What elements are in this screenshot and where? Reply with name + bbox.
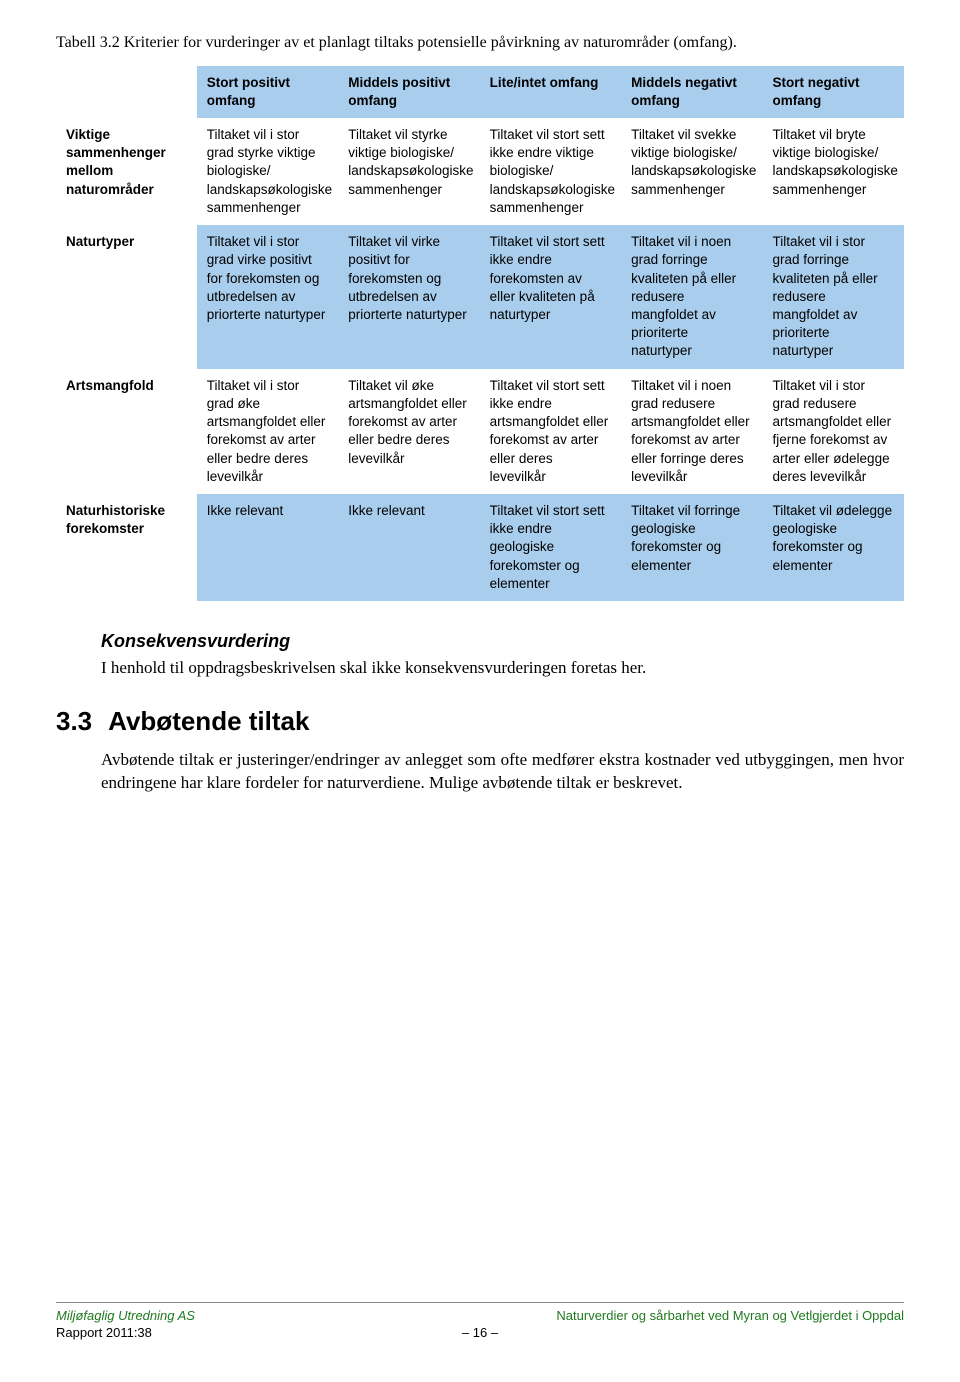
table-cell: Tiltaket vil svekke viktige biologiske/ … xyxy=(621,118,762,225)
table-cell: Tiltaket vil stort sett ikke endre geolo… xyxy=(480,494,621,601)
table-cell: Tiltaket vil i noen grad redusere artsma… xyxy=(621,369,762,494)
table-cell: Tiltaket vil i stor grad øke artsmangfol… xyxy=(197,369,338,494)
section-3-3-text: Avbøtende tiltak er justeringer/endringe… xyxy=(101,749,904,795)
header-col-2: Middels positivt omfang xyxy=(338,66,479,118)
header-col-1: Stort positivt omfang xyxy=(197,66,338,118)
table-cell: Tiltaket vil virke positivt for forekoms… xyxy=(338,225,479,369)
section-3-3-heading: 3.3 Avbøtende tiltak xyxy=(56,704,904,739)
page-footer: Miljøfaglig Utredning AS Naturverdier og… xyxy=(0,1302,960,1342)
row-head: Naturtyper xyxy=(56,225,197,369)
konsekvens-text: I henhold til oppdragsbeskrivelsen skal … xyxy=(101,657,904,680)
table-cell: Tiltaket vil i stor grad styrke viktige … xyxy=(197,118,338,225)
table-row: Naturhistoriske forekomster Ikke relevan… xyxy=(56,494,904,601)
header-blank xyxy=(56,66,197,118)
footer-page-number: – 16 – xyxy=(339,1324,622,1342)
table-cell: Tiltaket vil forringe geologiske forekom… xyxy=(621,494,762,601)
header-col-4: Middels negativt omfang xyxy=(621,66,762,118)
konsekvens-heading: Konsekvensvurdering xyxy=(101,629,904,653)
table-row: Viktige sammenhenger mellom naturområder… xyxy=(56,118,904,225)
table-cell: Tiltaket vil stort sett ikke endre vikti… xyxy=(480,118,621,225)
section-title: Avbøtende tiltak xyxy=(108,704,309,739)
table-cell: Ikke relevant xyxy=(197,494,338,601)
footer-report-title: Naturverdier og sårbarhet ved Myran og V… xyxy=(556,1307,904,1325)
table-cell: Tiltaket vil i stor grad forringe kvalit… xyxy=(763,225,904,369)
table-caption: Tabell 3.2 Kriterier for vurderinger av … xyxy=(56,32,904,54)
table-cell: Tiltaket vil stort sett ikke endre forek… xyxy=(480,225,621,369)
row-head: Artsmangfold xyxy=(56,369,197,494)
table-row: Naturtyper Tiltaket vil i stor grad virk… xyxy=(56,225,904,369)
table-cell: Tiltaket vil i stor grad virke positivt … xyxy=(197,225,338,369)
table-cell: Tiltaket vil i stor grad redusere artsma… xyxy=(763,369,904,494)
table-header-row: Stort positivt omfang Middels positivt o… xyxy=(56,66,904,118)
footer-report-id: Rapport 2011:38 xyxy=(56,1324,339,1342)
criteria-table: Stort positivt omfang Middels positivt o… xyxy=(56,66,904,601)
table-cell: Ikke relevant xyxy=(338,494,479,601)
table-cell: Tiltaket vil stort sett ikke endre artsm… xyxy=(480,369,621,494)
table-cell: Tiltaket vil i noen grad forringe kvalit… xyxy=(621,225,762,369)
header-col-5: Stort negativt omfang xyxy=(763,66,904,118)
table-cell: Tiltaket vil styrke viktige biologiske/ … xyxy=(338,118,479,225)
section-number: 3.3 xyxy=(56,704,92,739)
table-cell: Tiltaket vil øke artsmangfoldet eller fo… xyxy=(338,369,479,494)
table-row: Artsmangfold Tiltaket vil i stor grad øk… xyxy=(56,369,904,494)
row-head: Viktige sammenhenger mellom naturområder xyxy=(56,118,197,225)
header-col-3: Lite/intet omfang xyxy=(480,66,621,118)
table-cell: Tiltaket vil bryte viktige biologiske/ l… xyxy=(763,118,904,225)
table-cell: Tiltaket vil ødelegge geologiske forekom… xyxy=(763,494,904,601)
row-head: Naturhistoriske forekomster xyxy=(56,494,197,601)
footer-org: Miljøfaglig Utredning AS xyxy=(56,1307,195,1325)
